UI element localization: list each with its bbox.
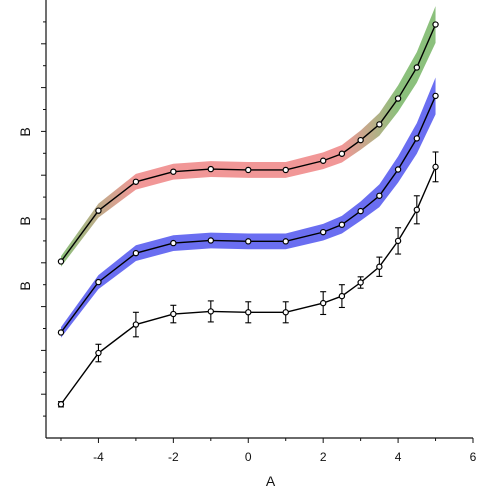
series-2-point-12 bbox=[413, 135, 421, 142]
lines-layer bbox=[57, 24, 439, 408]
series-3-line bbox=[60, 166, 437, 405]
series-2-point-8 bbox=[338, 221, 346, 228]
series-2-band bbox=[60, 77, 436, 338]
series-1-point-10 bbox=[376, 121, 383, 128]
series-1-point-4 bbox=[207, 165, 215, 173]
series-2-point-7 bbox=[319, 228, 327, 236]
series-1-line bbox=[60, 24, 437, 262]
x-axis-title: A bbox=[266, 473, 276, 489]
series-2-point-0 bbox=[57, 329, 65, 336]
series-2-point-9 bbox=[357, 207, 364, 215]
axes-layer bbox=[45, 0, 473, 439]
series-2-point-10 bbox=[376, 192, 383, 199]
series-1-point-0 bbox=[57, 258, 65, 265]
series-2-point-5 bbox=[245, 238, 252, 245]
x-tick-label-2: 0 bbox=[245, 450, 252, 464]
series-1-band bbox=[60, 6, 436, 267]
series-1-point-1 bbox=[95, 207, 102, 214]
series-1-point-5 bbox=[245, 166, 252, 174]
series-1-point-11 bbox=[394, 95, 402, 102]
series-3-point-8 bbox=[338, 292, 346, 300]
points-layer bbox=[57, 21, 439, 408]
series-1-point-6 bbox=[282, 166, 289, 174]
series-2-point-13 bbox=[432, 92, 439, 100]
series-1-point-2 bbox=[132, 178, 140, 185]
series-3-point-2 bbox=[132, 321, 140, 328]
series-3-point-10 bbox=[376, 263, 383, 270]
series-2-line bbox=[60, 95, 437, 333]
series-2-point-3 bbox=[170, 239, 177, 247]
series-3-point-4 bbox=[207, 308, 215, 315]
series-2-point-1 bbox=[95, 278, 102, 286]
x-tick-label-0: -4 bbox=[93, 450, 104, 464]
series-3-point-12 bbox=[413, 206, 421, 214]
series-1-point-8 bbox=[338, 150, 346, 157]
series-2-point-2 bbox=[132, 249, 140, 257]
series-1-point-9 bbox=[357, 136, 364, 144]
y-axis-title-1: B bbox=[17, 127, 33, 136]
series-3-point-13 bbox=[432, 163, 439, 171]
y-axis-title-3: B bbox=[17, 281, 33, 290]
series-3-point-7 bbox=[319, 299, 327, 307]
y-axis-title-2: B bbox=[17, 216, 33, 225]
x-tick-label-5: 6 bbox=[470, 450, 477, 464]
series-3-point-6 bbox=[282, 309, 289, 316]
series-3-point-11 bbox=[394, 237, 402, 245]
series-1-point-13 bbox=[432, 21, 439, 28]
ticks-layer: -4 -2 0 2 4 6 bbox=[41, 21, 477, 464]
bands-layer bbox=[60, 6, 436, 338]
x-tick-label-3: 2 bbox=[320, 450, 327, 464]
series-1-point-7 bbox=[319, 157, 327, 164]
x-tick-label-4: 4 bbox=[395, 450, 402, 464]
series-1-point-3 bbox=[170, 168, 177, 175]
series-2-point-11 bbox=[394, 166, 402, 173]
series-3-point-5 bbox=[245, 309, 252, 316]
series-2-point-6 bbox=[282, 238, 289, 245]
x-tick-label-1: -2 bbox=[168, 450, 179, 464]
series-3-point-3 bbox=[170, 310, 177, 318]
series-1-point-12 bbox=[413, 64, 421, 71]
series-3-point-1 bbox=[95, 349, 102, 357]
series-2-point-4 bbox=[207, 237, 215, 244]
series-3-point-9 bbox=[357, 279, 364, 286]
series-3-point-0 bbox=[57, 401, 65, 408]
